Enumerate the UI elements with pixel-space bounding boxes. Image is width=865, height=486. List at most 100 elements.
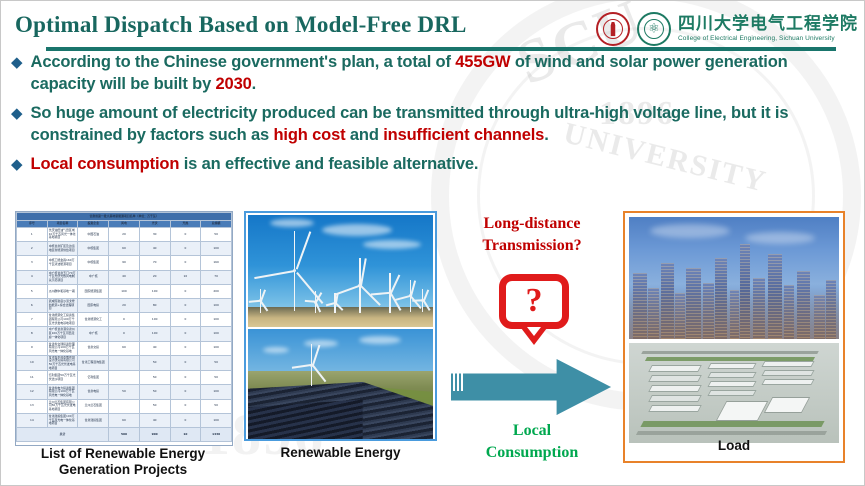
table-header-row: 序号 项目名称 投资企业 风电 光伏 光热 总规模 bbox=[16, 220, 232, 228]
table-cell: 甘肃能源化工投资集团有限公司100万千瓦光伏发电基地项目 bbox=[46, 312, 79, 328]
table-cell: 100 bbox=[200, 326, 232, 342]
table-cell: 50 bbox=[108, 384, 140, 400]
table-cell: 中广核 bbox=[77, 269, 110, 285]
table-row: 4 中广核甘肃玉门70万千瓦光伏光热风电制氢示范项目 中广核 40 20 10 70 bbox=[16, 269, 232, 285]
bullet-2-seg-1: high cost bbox=[273, 126, 346, 144]
table-cell: 兰州兰石集团 bbox=[77, 398, 110, 414]
table-cell: 0 bbox=[169, 283, 202, 299]
table-total-cell: 500 bbox=[108, 426, 140, 443]
bullet-item-3: ◆ Local consumption is an effective and … bbox=[11, 153, 856, 175]
table-cell: 4 bbox=[16, 269, 48, 285]
table-cell: 50 bbox=[138, 384, 171, 400]
logo-chinese-name: 四川大学电气工程学院 bbox=[678, 14, 858, 35]
table-row: 9 甘肃省交通投资管理有限公司100万千瓦风光电一体化基地 甘肃交投 60 40 0 100 bbox=[16, 340, 232, 356]
table-row: 6 武威民勤县沙漠戈壁新能源+综合治理项目 国家电投 20 80 0 100 bbox=[16, 297, 232, 314]
table-cell bbox=[108, 354, 140, 372]
table-cell: 甘肃省电力投资集团有限公司100万千瓦风光电一体化基地 bbox=[46, 384, 79, 400]
table-cell: 0 bbox=[169, 340, 202, 356]
table-cell: 160 bbox=[200, 255, 232, 271]
table-cell: 亿利集团50万千瓦光伏治沙项目 bbox=[46, 370, 79, 386]
table-row: 12 甘肃省电力投资集团有限公司100万千瓦风光电一体化基地 甘肃电投 50 50 0 10… bbox=[16, 384, 232, 400]
load-image-panel bbox=[623, 211, 845, 463]
table-row: 10 甘肃省水利水电勘测设计研究院有限公司50万千瓦光伏发电基地项目 甘肃工程咨询集… bbox=[16, 354, 232, 372]
table-cell: 50 bbox=[138, 354, 171, 372]
table-total-label: 共计 bbox=[16, 426, 110, 443]
bullet-text-2: So huge amount of electricity produced c… bbox=[31, 102, 856, 146]
table-cell: 100 bbox=[200, 340, 232, 356]
table-cell: 中国石油 bbox=[77, 226, 110, 243]
table-cell: 40 bbox=[108, 269, 140, 285]
diamond-bullet-icon: ◆ bbox=[11, 105, 23, 122]
renewable-energy-caption: Renewable Energy bbox=[280, 445, 401, 460]
table-row: 11 亿利集团50万千瓦光伏治沙项目 亿利集团 50 0 50 bbox=[16, 370, 232, 386]
table-cell: 90 bbox=[108, 255, 140, 271]
table-row: 3 中核工能金昌160万千瓦清洁能源项目 中核集团 90 70 0 160 bbox=[16, 255, 232, 271]
title-underline bbox=[46, 47, 836, 51]
bullet-1-seg-3: 2030 bbox=[215, 75, 252, 93]
table-total-row: 共计 500 900 10 1430 bbox=[16, 426, 232, 443]
answer-line-1: Local bbox=[512, 422, 552, 439]
logo-text-block: 四川大学电气工程学院 College of Electrical Enginee… bbox=[678, 14, 858, 42]
table-cell: 甘肃省水利水电勘测设计研究院有限公司50万千瓦光伏发电基地项目 bbox=[46, 354, 79, 372]
table-cell: 20 bbox=[138, 269, 171, 285]
table-cell: 30 bbox=[138, 226, 171, 243]
table-cell: 国家能源集团 bbox=[77, 283, 110, 299]
table-cell: 0 bbox=[169, 384, 202, 400]
table-cell: 中核集团 bbox=[77, 255, 110, 271]
table-total-cell: 900 bbox=[138, 426, 171, 443]
table-cell: 14 bbox=[16, 412, 48, 428]
table-body: 1 长庆油田油气田区域10万千瓦风光一体化基地项目 中国石油 20 30 0 50 2 中核甘肃… bbox=[16, 226, 232, 443]
table-row: 14 甘肃建投集团100万千瓦风光电一体化基地项目 甘肃建投集团 60 40 0 100 bbox=[16, 412, 232, 428]
table-cell: 100 bbox=[200, 297, 232, 314]
table-cell: 3 bbox=[16, 255, 48, 271]
bullet-item-1: ◆ According to the Chinese government's … bbox=[11, 51, 856, 95]
question-line-1: Long-distance bbox=[483, 215, 581, 232]
question-mark-icon: ? bbox=[525, 281, 543, 319]
table-cell: 1 bbox=[16, 226, 48, 243]
table-cell: 瓜州碳中和基地一期 bbox=[46, 283, 79, 299]
local-consumption-arrow-icon bbox=[451, 359, 611, 415]
table-cell: 中核甘肃矿区及边远地区新能源供给项目 bbox=[46, 241, 79, 257]
table-cell: 100 bbox=[138, 326, 171, 342]
table-cell bbox=[108, 370, 140, 386]
table-cell: 0 bbox=[169, 326, 202, 342]
table-cell: 70 bbox=[200, 269, 232, 285]
table-cell: 13 bbox=[16, 398, 48, 414]
table-cell: 11 bbox=[16, 370, 48, 386]
long-distance-transmission-label: Long-distance Transmission? bbox=[447, 213, 617, 256]
table-cell: 0 bbox=[169, 412, 202, 428]
bullet-list: ◆ According to the Chinese government's … bbox=[11, 51, 856, 182]
table-cell: 0 bbox=[169, 255, 202, 271]
table-cell: 12 bbox=[16, 384, 48, 400]
content-row: 甘肃省第一批大基地新能源项目名单（单位：万千瓦） 序号 项目名称 投资企业 风电… bbox=[1, 206, 864, 485]
table-cell: 100 bbox=[200, 312, 232, 328]
wind-turbine-icon bbox=[249, 288, 269, 313]
local-consumption-label: Local Consumption bbox=[447, 420, 617, 463]
wind-turbine-icon bbox=[395, 279, 423, 312]
table-cell: 0 bbox=[169, 398, 202, 414]
bullet-1-seg-1: 455GW bbox=[455, 53, 511, 71]
table-header-cell: 总规模 bbox=[200, 220, 232, 228]
table-header-cell: 光伏 bbox=[138, 220, 171, 228]
table-cell: 甘肃能源化工 bbox=[77, 312, 110, 328]
table-header-cell: 序号 bbox=[16, 220, 48, 228]
table-header-cell: 项目名称 bbox=[46, 220, 79, 228]
table-cell: 100 bbox=[138, 312, 171, 328]
table-caption: List of Renewable Energy Generation Proj… bbox=[40, 446, 206, 477]
renewable-project-table-container: 甘肃省第一批大基地新能源项目名单（单位：万千瓦） 序号 项目名称 投资企业 风电… bbox=[15, 211, 233, 446]
diamond-bullet-icon: ◆ bbox=[11, 156, 23, 173]
wind-turbine-icon bbox=[326, 293, 344, 314]
renewable-project-table: 甘肃省第一批大基地新能源项目名单（单位：万千瓦） 序号 项目名称 投资企业 风电… bbox=[16, 212, 232, 443]
table-title: 甘肃省第一批大基地新能源项目名单（单位：万千瓦） bbox=[16, 212, 232, 221]
table-cell: 0 bbox=[169, 370, 202, 386]
sichuan-university-seal-icon bbox=[596, 12, 630, 46]
bullet-text-3: Local consumption is an effective and fe… bbox=[31, 153, 479, 175]
table-cell: 40 bbox=[138, 340, 171, 356]
table-cell: 40 bbox=[138, 412, 171, 428]
table-cell: 0 bbox=[169, 241, 202, 257]
table-cell: 0 bbox=[169, 354, 202, 372]
table-cell: 兰州兰石集团有限公司50万千瓦光伏发电基地项目 bbox=[46, 398, 79, 414]
table-cell: 甘肃建投集团100万千瓦风光电一体化基地项目 bbox=[46, 412, 79, 428]
table-cell: 10 bbox=[169, 269, 202, 285]
